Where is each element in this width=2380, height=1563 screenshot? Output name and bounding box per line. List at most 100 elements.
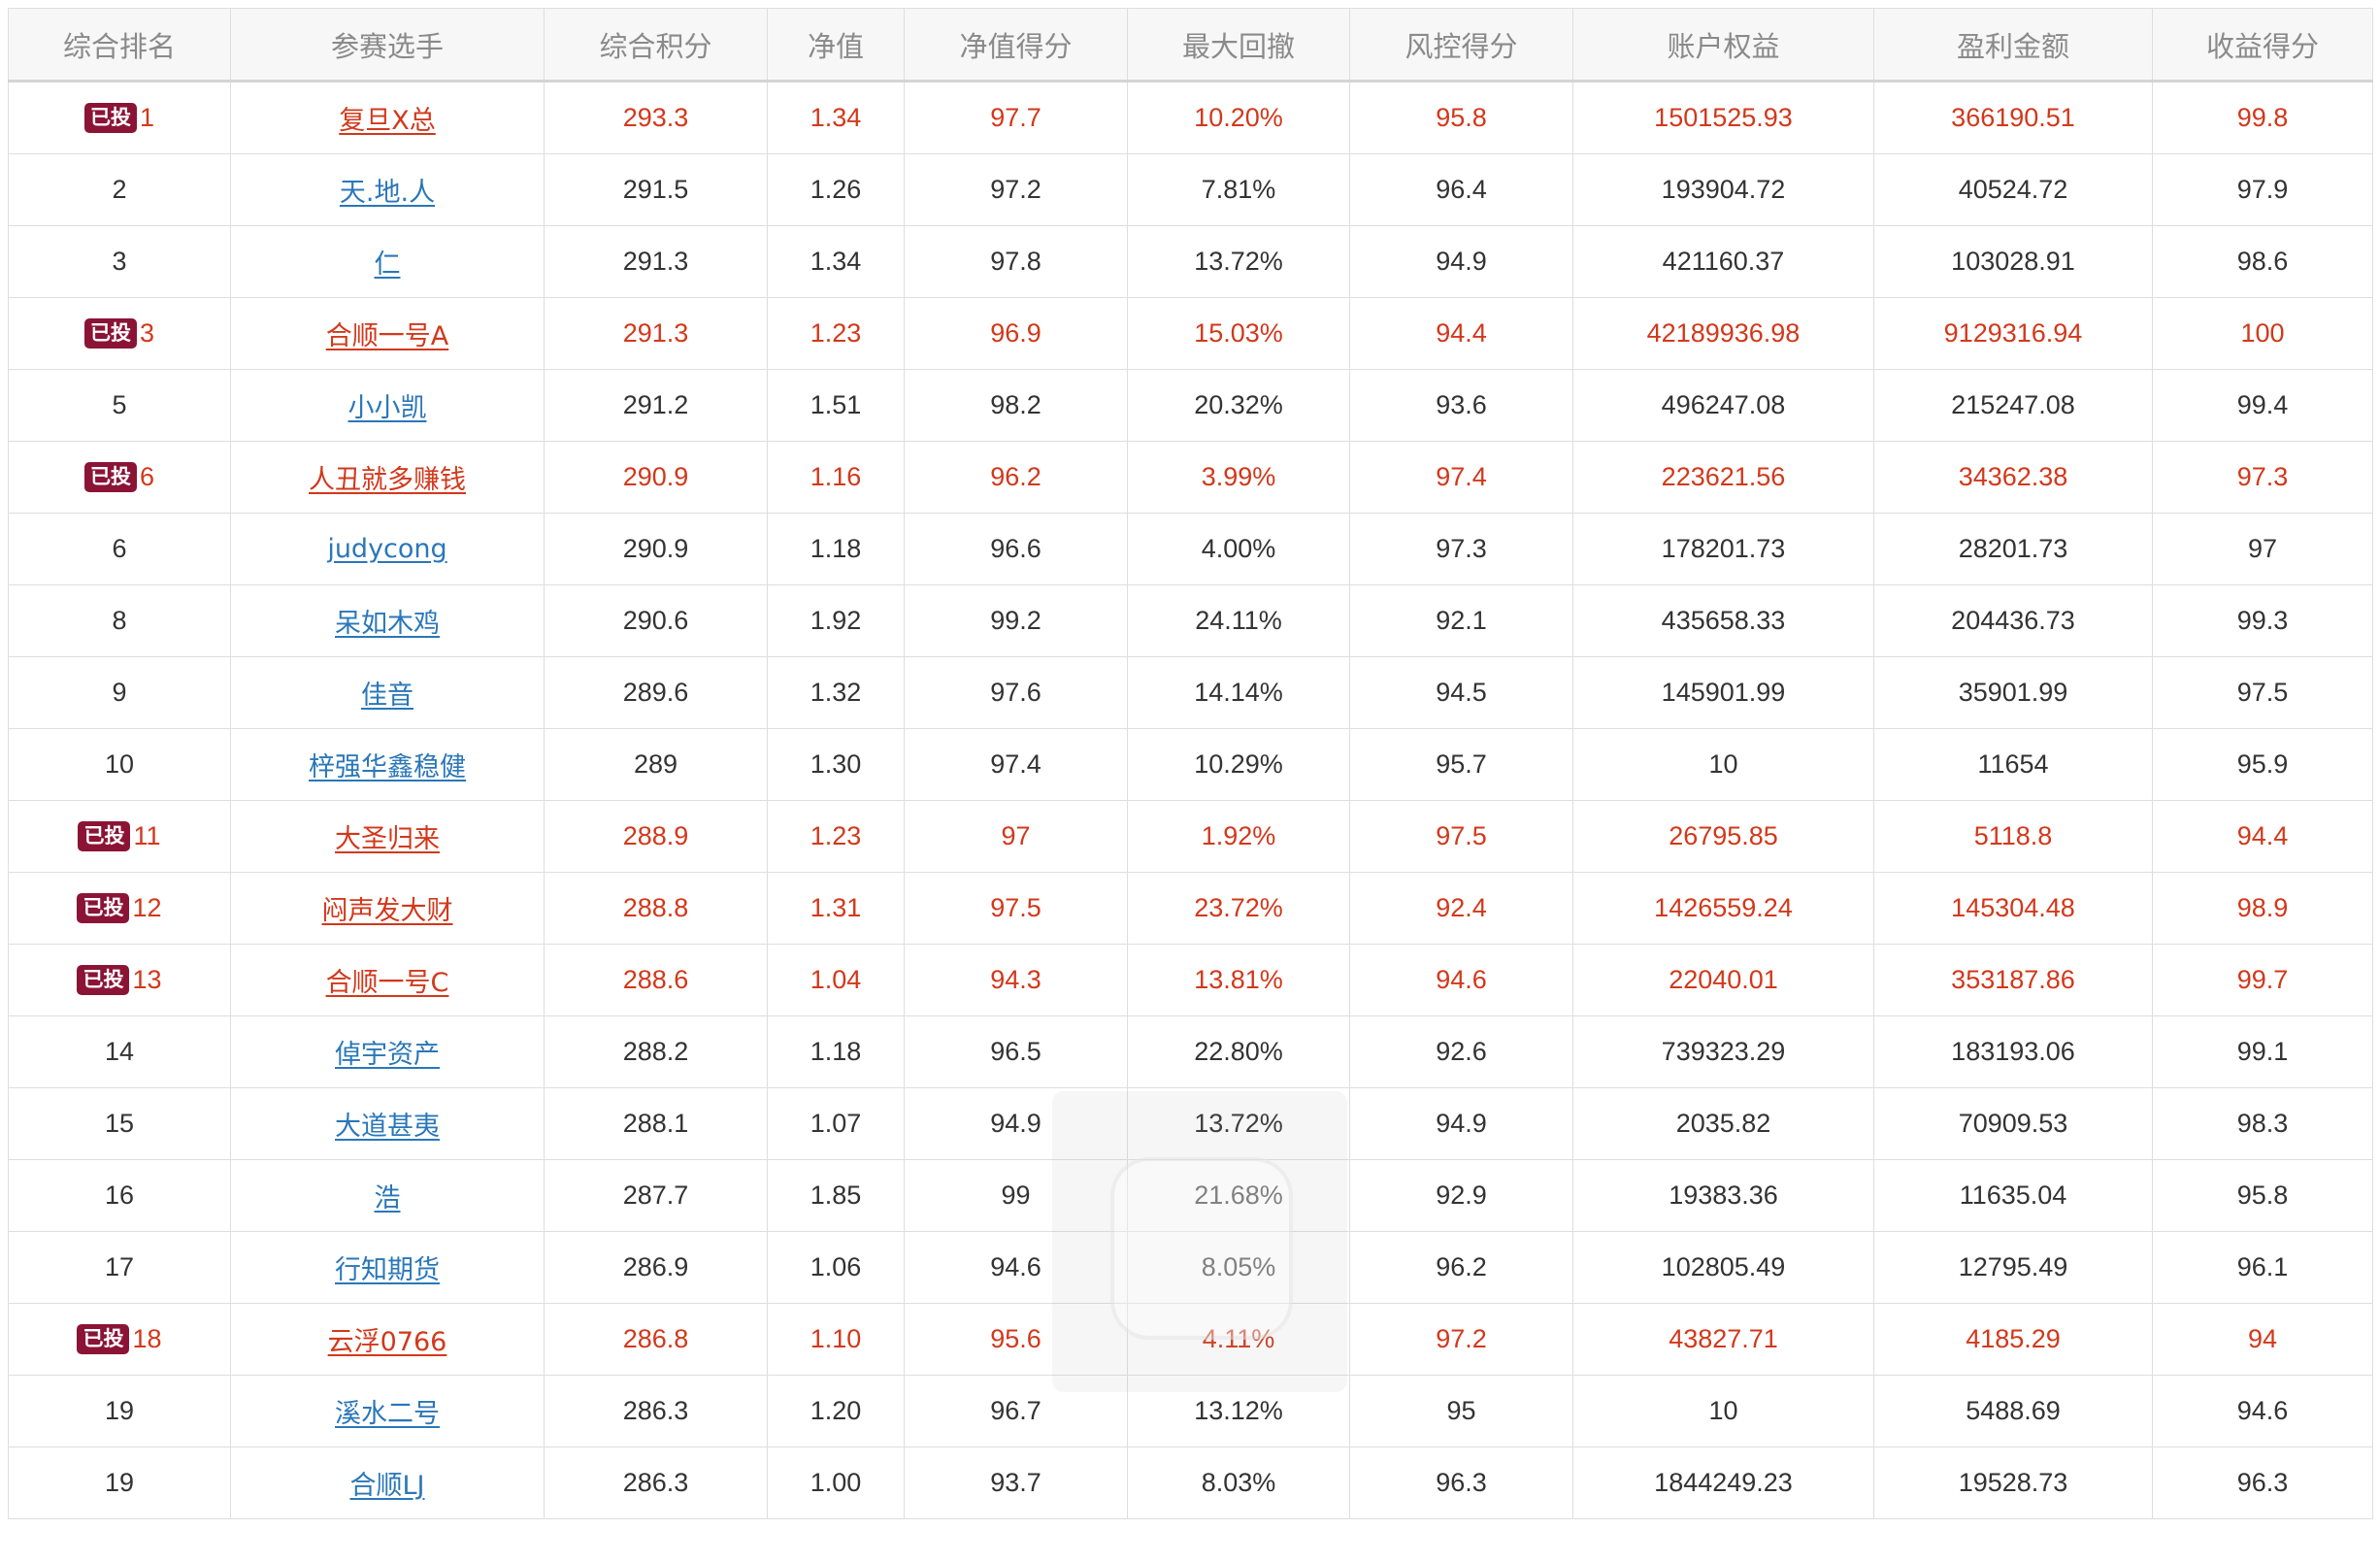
rank-cell: 已投 13 [8,944,231,1016]
rank-cell: 15 [8,1087,231,1160]
rank-number: 10 [104,749,135,779]
nav-cell: 1.85 [767,1159,905,1232]
contestant-link[interactable]: 呆如木鸡 [335,609,440,639]
contestant-cell: 合顺一号C [230,944,545,1016]
risk-score-cell: 92.4 [1349,872,1573,945]
nav-score-cell: 96.7 [904,1375,1128,1447]
nav-cell: 1.18 [767,513,905,585]
account-equity-cell: 1426559.24 [1572,872,1874,945]
rank-cell: 5 [8,369,231,442]
contestant-link[interactable]: 云浮0766 [327,1327,447,1357]
total-score-cell: 293.3 [544,81,768,154]
table-row: 16 浩 287.7 1.85 99 21.68% 92.9 19383.36 11635.04… [8,1159,2373,1232]
return-score-cell: 97.5 [2152,656,2373,729]
contestant-link[interactable]: 佳音 [361,681,413,711]
contestant-link[interactable]: 梓强华鑫稳健 [309,752,466,782]
contestant-link[interactable]: 仁 [374,249,401,280]
nav-cell: 1.06 [767,1231,905,1304]
profit-cell: 183193.06 [1873,1015,2153,1088]
max-drawdown-cell: 20.32% [1127,369,1350,442]
return-score-cell: 99.4 [2152,369,2373,442]
contestant-link[interactable]: 复旦X总 [339,106,436,136]
header-nav[interactable]: 净值 [767,8,905,83]
rank-number: 8 [112,606,127,635]
header-rank[interactable]: 综合排名 [8,8,231,83]
invested-badge: 已投 [83,462,137,492]
contestant-cell: judycong [230,513,545,585]
return-score-cell: 94.4 [2152,800,2373,873]
rank-cell: 已投 1 [8,81,231,154]
max-drawdown-cell: 22.80% [1127,1015,1350,1088]
contestant-link[interactable]: 浩 [374,1183,401,1214]
contestant-cell: 浩 [230,1159,545,1232]
header-risk-score[interactable]: 风控得分 [1349,8,1573,83]
header-return-score[interactable]: 收益得分 [2152,8,2373,83]
profit-cell: 5488.69 [1873,1375,2153,1447]
contestant-link[interactable]: judycong [327,534,447,564]
contestant-link[interactable]: 人丑就多赚钱 [309,465,466,495]
nav-cell: 1.04 [767,944,905,1016]
header-contestant[interactable]: 参赛选手 [230,8,545,83]
contestant-link[interactable]: 倬宇资产 [335,1040,440,1070]
risk-score-cell: 92.1 [1349,584,1573,657]
contestant-link[interactable]: 大圣归来 [335,824,440,854]
table-row: 8 呆如木鸡 290.6 1.92 99.2 24.11% 92.1 435658.33 204… [8,584,2373,657]
contestant-link[interactable]: 大道甚夷 [335,1112,440,1142]
table-row: 5 小小凯 291.2 1.51 98.2 20.32% 93.6 496247.08 2152… [8,369,2373,442]
nav-cell: 1.10 [767,1303,905,1376]
risk-score-cell: 97.4 [1349,441,1573,514]
header-max-drawdown[interactable]: 最大回撤 [1127,8,1350,83]
account-equity-cell: 421160.37 [1572,225,1874,298]
return-score-cell: 96.3 [2152,1447,2373,1519]
nav-score-cell: 96.5 [904,1015,1128,1088]
header-nav-score[interactable]: 净值得分 [904,8,1128,83]
rank-number: 15 [104,1109,135,1138]
contestant-link[interactable]: 合顺一号C [325,968,449,998]
contestant-link[interactable]: 合顺LJ [349,1471,425,1501]
contestant-cell: 大圣归来 [230,800,545,873]
profit-cell: 28201.73 [1873,513,2153,585]
nav-score-cell: 95.6 [904,1303,1128,1376]
contestant-link[interactable]: 行知期货 [335,1255,440,1285]
total-score-cell: 289 [544,728,768,801]
table-row: 17 行知期货 286.9 1.06 94.6 8.05% 96.2 102805.49 127… [8,1231,2373,1304]
contestant-link[interactable]: 小小凯 [347,393,427,423]
account-equity-cell: 739323.29 [1572,1015,1874,1088]
nav-score-cell: 96.9 [904,297,1128,370]
contestant-link[interactable]: 闷声发大财 [321,896,453,926]
rank-number: 17 [104,1252,135,1281]
risk-score-cell: 92.6 [1349,1015,1573,1088]
total-score-cell: 288.8 [544,872,768,945]
risk-score-cell: 95.8 [1349,81,1573,154]
rank-number: 3 [112,247,127,276]
rank-number: 18 [132,1324,162,1353]
contestant-cell: 闷声发大财 [230,872,545,945]
rank-cell: 6 [8,513,231,585]
nav-score-cell: 94.9 [904,1087,1128,1160]
account-equity-cell: 178201.73 [1572,513,1874,585]
contestant-link[interactable]: 溪水二号 [335,1399,440,1429]
contestant-link[interactable]: 天.地.人 [339,178,436,208]
total-score-cell: 290.9 [544,441,768,514]
header-total-score[interactable]: 综合积分 [544,8,768,83]
account-equity-cell: 10 [1572,1375,1874,1447]
total-score-cell: 288.2 [544,1015,768,1088]
profit-cell: 70909.53 [1873,1087,2153,1160]
rank-cell: 19 [8,1375,231,1447]
nav-cell: 1.23 [767,800,905,873]
header-profit[interactable]: 盈利金额 [1873,8,2153,83]
header-account-equity[interactable]: 账户权益 [1572,8,1874,83]
rank-cell: 14 [8,1015,231,1088]
risk-score-cell: 94.5 [1349,656,1573,729]
contestant-link[interactable]: 合顺一号A [325,321,449,351]
contestant-cell: 大道甚夷 [230,1087,545,1160]
invested-badge: 已投 [78,821,131,851]
max-drawdown-cell: 4.11% [1127,1303,1350,1376]
return-score-cell: 99.3 [2152,584,2373,657]
contestant-cell: 小小凯 [230,369,545,442]
invested-badge: 已投 [77,1324,130,1354]
nav-score-cell: 99.2 [904,584,1128,657]
rank-cell: 8 [8,584,231,657]
total-score-cell: 291.2 [544,369,768,442]
max-drawdown-cell: 15.03% [1127,297,1350,370]
